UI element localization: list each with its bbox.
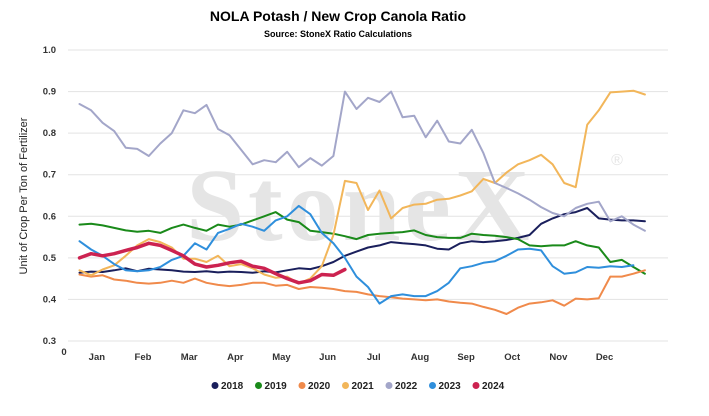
series-line-2023 xyxy=(78,204,635,305)
series-layer xyxy=(77,89,646,315)
watermark-logo: StoneX xyxy=(186,148,534,263)
x-tick-label: Jan xyxy=(89,352,106,363)
series-line-2024 xyxy=(77,241,347,285)
legend-label-2020: 2020 xyxy=(308,381,331,392)
legend: 2018 2019 2020 2021 2022 2023 2024 xyxy=(211,381,505,392)
x-tick-label: May xyxy=(272,352,291,363)
series-line-2021 xyxy=(78,89,646,285)
x-tick-label: Sep xyxy=(457,352,475,363)
y-tick-label: 0.6 xyxy=(43,211,56,222)
x-tick-label: Jun xyxy=(319,352,336,363)
x-tick-label: Mar xyxy=(181,352,198,363)
x-corner-label: 0 xyxy=(61,347,66,358)
series-line-2022 xyxy=(78,90,646,232)
series-line-2019 xyxy=(78,211,646,275)
y-tick-label: 0.5 xyxy=(43,253,57,264)
series-line-2018 xyxy=(78,207,646,274)
y-axis-label: Unit of Crop Per Ton of Fertilizer xyxy=(18,117,30,274)
x-tick-label: Aug xyxy=(411,352,430,363)
y-axis-ticks: 0.3 0.4 0.5 0.6 0.7 0.8 0.9 1.0 xyxy=(43,45,57,347)
legend-label-2024: 2024 xyxy=(482,381,505,392)
legend-marker-2023 xyxy=(429,382,436,389)
legend-label-2021: 2021 xyxy=(352,381,375,392)
x-tick-label: Oct xyxy=(504,352,521,363)
y-tick-label: 0.8 xyxy=(43,128,56,139)
legend-label-2022: 2022 xyxy=(395,381,418,392)
x-tick-label: Dec xyxy=(596,352,613,363)
legend-marker-2018 xyxy=(211,382,219,389)
chart-title: NOLA Potash / New Crop Canola Ratio xyxy=(210,8,466,24)
legend-marker-2022 xyxy=(385,382,393,389)
x-tick-label: Jul xyxy=(367,352,381,363)
legend-label-2023: 2023 xyxy=(439,381,462,392)
legend-label-2018: 2018 xyxy=(221,381,244,392)
y-tick-label: 0.3 xyxy=(43,336,56,347)
x-tick-label: Apr xyxy=(227,352,244,363)
series-line-2020 xyxy=(78,269,646,315)
legend-marker-2024 xyxy=(472,382,480,389)
legend-marker-2019 xyxy=(255,382,262,389)
x-tick-label: Feb xyxy=(135,352,152,363)
legend-marker-2020 xyxy=(298,382,306,389)
watermark-registered-mark: ® xyxy=(611,152,623,169)
y-tick-label: 0.4 xyxy=(43,294,57,305)
legend-marker-2021 xyxy=(342,382,349,389)
legend-label-2019: 2019 xyxy=(265,381,288,392)
chart-subtitle: Source: StoneX Ratio Calculations xyxy=(264,29,412,39)
y-tick-label: 1.0 xyxy=(43,45,56,56)
x-tick-label: Nov xyxy=(549,352,568,363)
y-tick-label: 0.9 xyxy=(43,87,56,98)
grid-lines xyxy=(68,49,668,342)
x-axis-ticks: Jan Feb Mar Apr May Jun Jul Aug Sep Oct Nov Dec xyxy=(89,352,614,363)
y-tick-label: 0.7 xyxy=(43,170,56,181)
